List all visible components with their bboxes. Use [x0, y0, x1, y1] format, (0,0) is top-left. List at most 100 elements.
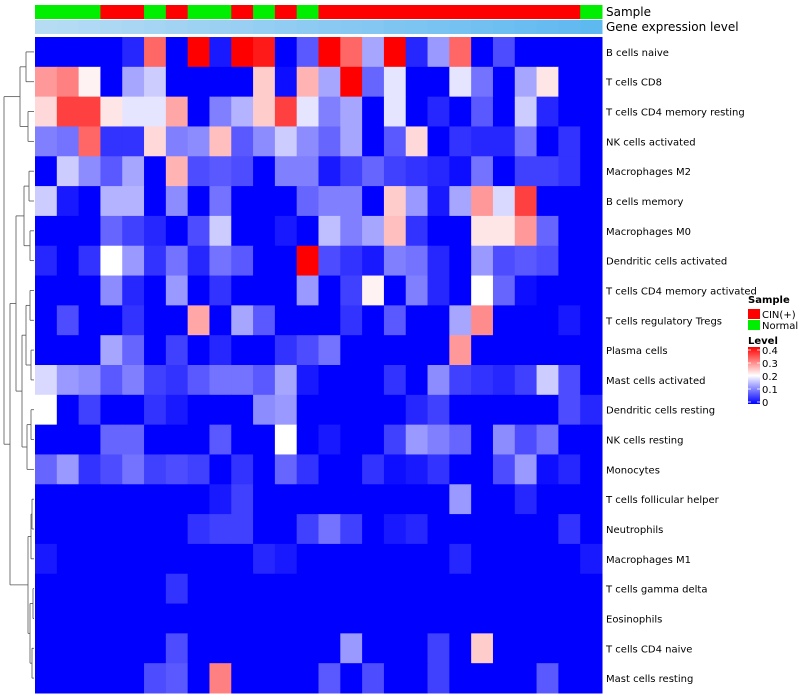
heatmap-cell — [100, 424, 123, 455]
heatmap-cell — [122, 126, 145, 157]
sample-annotation-cell — [449, 5, 472, 19]
heatmap-cell — [35, 663, 58, 694]
heatmap-cell — [296, 215, 319, 247]
heatmap-cell — [536, 543, 559, 575]
heatmap-cell — [318, 454, 341, 485]
heatmap-cell — [580, 573, 603, 605]
heatmap-cell — [165, 603, 189, 634]
heatmap-cell — [449, 186, 472, 217]
heatmap-cell — [144, 305, 167, 336]
heatmap-cell — [56, 186, 80, 217]
heatmap-cell — [427, 484, 450, 515]
expression-annotation-cell — [122, 20, 145, 34]
heatmap-cell — [35, 126, 58, 157]
heatmap-cell — [122, 663, 145, 694]
heatmap-cell — [427, 156, 450, 187]
heatmap-cell — [78, 96, 101, 127]
heatmap-cell — [318, 663, 341, 694]
heatmap-cell — [580, 37, 603, 68]
heatmap-cell — [580, 245, 603, 277]
level-legend-title: Level — [748, 336, 778, 347]
heatmap-cell — [274, 663, 298, 694]
heatmap-cell — [122, 156, 145, 187]
heatmap-cell — [580, 275, 603, 306]
heatmap-cell — [471, 454, 494, 485]
heatmap-cell — [471, 66, 494, 98]
expression-annotation-cell — [340, 20, 363, 34]
heatmap-cell — [427, 424, 450, 455]
heatmap-cell — [514, 156, 538, 187]
heatmap-cell — [471, 186, 494, 217]
heatmap-cell — [122, 424, 145, 455]
heatmap-cell — [340, 37, 363, 68]
heatmap-cell — [340, 335, 363, 366]
heatmap-cell — [318, 394, 341, 426]
heatmap-cell — [296, 305, 319, 336]
sample-annotation-cell — [536, 5, 559, 19]
row-dendrogram — [3, 51, 34, 679]
heatmap-cell — [56, 156, 80, 187]
heatmap-cell — [514, 66, 538, 98]
heatmap-cell — [536, 96, 559, 127]
row-labels: B cells naive T cells CD8 T cells CD4 memo… — [605, 48, 757, 685]
heatmap-cell — [340, 394, 363, 426]
heatmap-cell — [78, 424, 101, 455]
heatmap-cell — [144, 37, 167, 68]
heatmap-cell — [122, 335, 145, 366]
heatmap-cell — [492, 245, 516, 277]
heatmap-cell — [514, 186, 538, 217]
heatmap-cell — [187, 186, 210, 217]
heatmap-cell — [471, 603, 494, 634]
heatmap-cell — [253, 37, 276, 68]
heatmap-cell — [580, 305, 603, 336]
heatmap-cell — [100, 394, 123, 426]
heatmap-cell — [558, 335, 581, 366]
heatmap-cell — [100, 156, 123, 187]
heatmap-cell — [100, 245, 123, 277]
heatmap-cell — [580, 543, 603, 575]
heatmap-cell — [35, 37, 58, 68]
heatmap-cell — [209, 603, 232, 634]
heatmap-cell — [56, 514, 80, 545]
heatmap-cell — [492, 573, 516, 605]
heatmap-cell — [471, 394, 494, 426]
heatmap-cell — [514, 365, 538, 396]
expression-annotation-cell — [78, 20, 101, 34]
heatmap-cell — [56, 424, 80, 455]
heatmap-cell — [100, 663, 123, 694]
heatmap-cell — [253, 66, 276, 98]
heatmap-cell — [209, 424, 232, 455]
heatmap-cell — [383, 365, 407, 396]
heatmap-cell — [165, 663, 189, 694]
heatmap-cell — [35, 305, 58, 336]
heatmap-cell — [122, 514, 145, 545]
heatmap-cell — [187, 573, 210, 605]
heatmap-cell — [296, 573, 319, 605]
heatmap-cell — [340, 484, 363, 515]
heatmap-cell — [427, 37, 450, 68]
heatmap-cell — [427, 305, 450, 336]
heatmap-cell — [558, 66, 581, 98]
heatmap-cell — [340, 424, 363, 455]
heatmap-cell — [35, 275, 58, 306]
heatmap-cell — [449, 633, 472, 664]
heatmap-cell — [471, 514, 494, 545]
heatmap-cell — [274, 305, 298, 336]
row-label: Macrophages M2 — [606, 167, 691, 178]
heatmap-cell — [427, 126, 450, 157]
heatmap-cell — [536, 305, 559, 336]
sample-annotation-cell — [165, 5, 189, 19]
heatmap-cell — [340, 454, 363, 485]
row-label: Eosinophils — [606, 614, 662, 625]
heatmap-cell — [35, 543, 58, 575]
sample-legend-swatch — [748, 320, 760, 330]
heatmap-cell — [580, 156, 603, 187]
heatmap-cell — [187, 424, 210, 455]
heatmap-cell — [209, 543, 232, 575]
heatmap-cell — [78, 66, 101, 98]
heatmap-cell — [231, 335, 254, 366]
heatmap-cell — [383, 663, 407, 694]
heatmap-cell — [231, 305, 254, 336]
heatmap-cell — [383, 66, 407, 98]
heatmap-cell — [144, 126, 167, 157]
